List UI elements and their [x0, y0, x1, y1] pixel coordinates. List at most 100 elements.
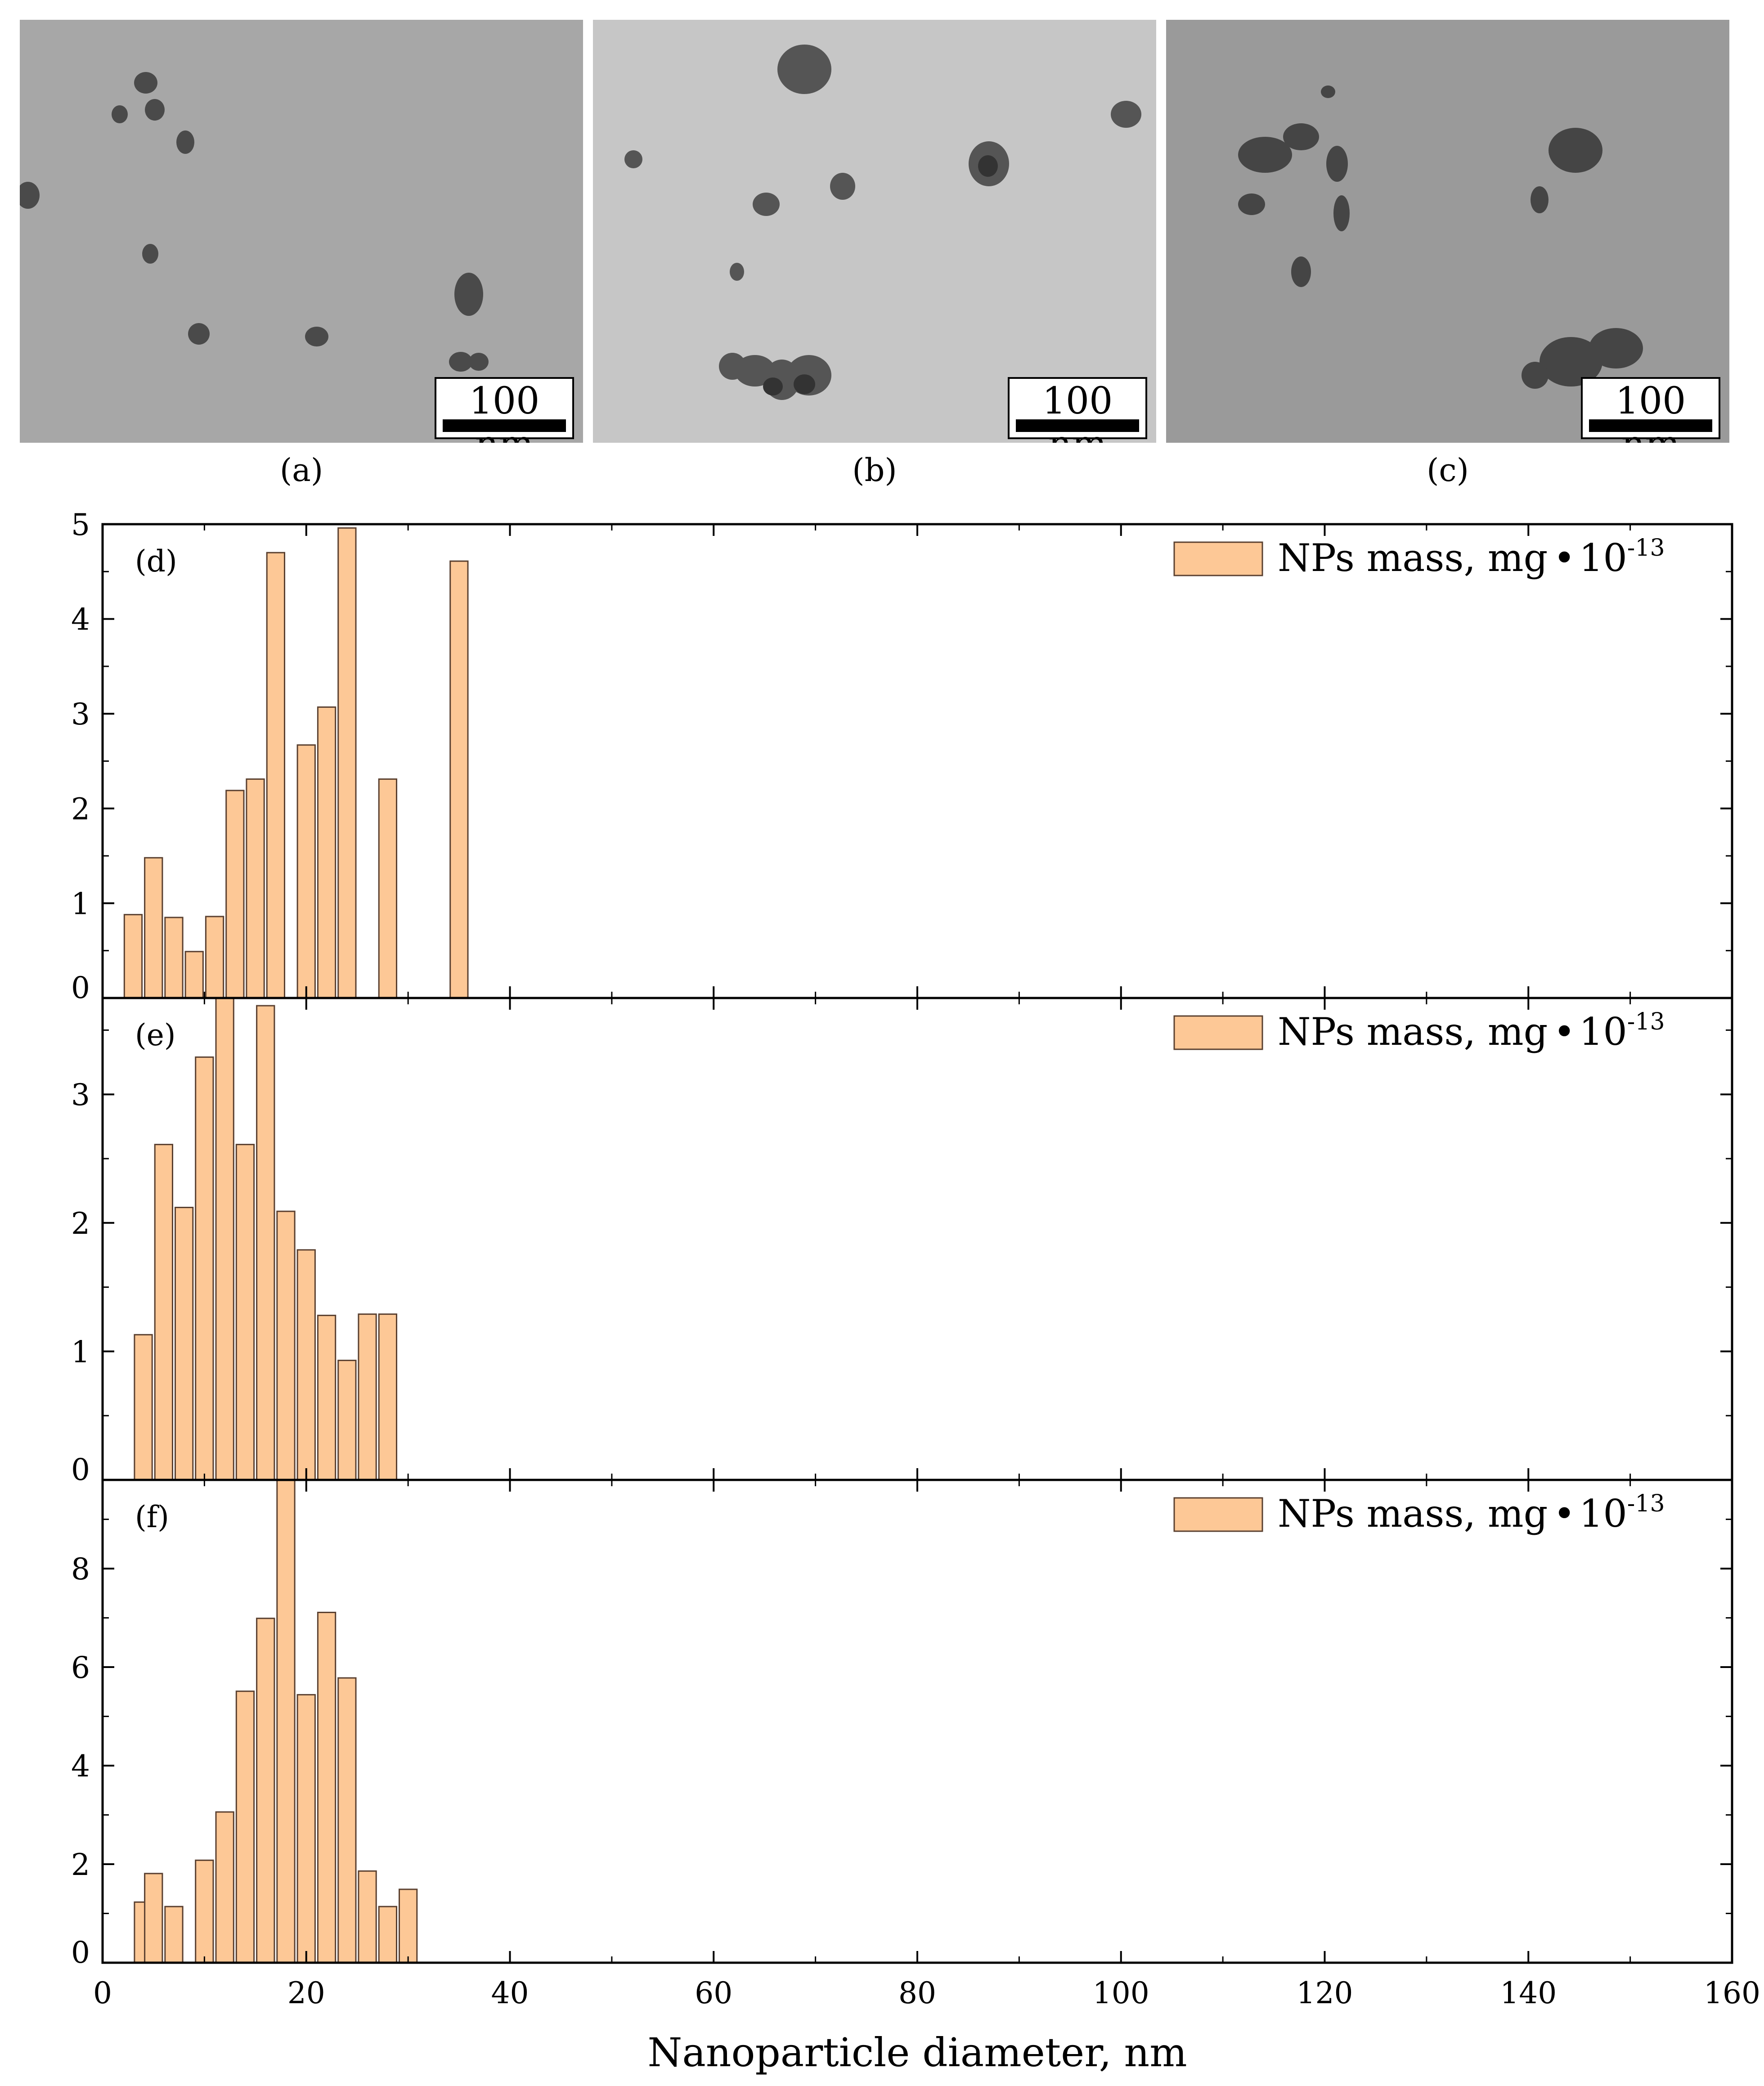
legend-exponent: 10 — [1579, 1010, 1627, 1054]
legend-text: NPs mass, mg — [1278, 1010, 1548, 1054]
bar — [378, 778, 398, 999]
legend-text: NPs mass, mg — [1278, 536, 1548, 580]
x-tick-label: 20 — [287, 1976, 325, 2010]
legend-dot: • — [1553, 1010, 1575, 1054]
legend-dot: • — [1553, 536, 1575, 580]
tem-image-a: 100 nm — [20, 20, 583, 443]
bar — [296, 744, 316, 999]
legend-swatch — [1173, 1497, 1263, 1532]
bar — [235, 1144, 255, 1481]
tem-micrograph-b — [593, 20, 1156, 443]
x-axis-label: Nanoparticle diameter, nm — [647, 2029, 1187, 2076]
x-tick-label: 0 — [93, 1976, 112, 2010]
bar — [175, 1207, 194, 1481]
scale-bar-c: 100 nm — [1581, 377, 1720, 443]
panel-label: (e) — [135, 1018, 176, 1052]
bar — [235, 1690, 255, 1964]
bar — [215, 1811, 234, 1964]
bar — [164, 917, 184, 999]
y-tick-label: 6 — [71, 1650, 90, 1685]
y-tick-label: 4 — [71, 602, 90, 637]
bar — [225, 790, 245, 999]
y-tick-label: 1 — [71, 886, 90, 921]
scale-label-b: 100 nm — [1042, 380, 1113, 443]
y-tick-label: 0 — [71, 971, 90, 1005]
y-tick-label: 8 — [71, 1552, 90, 1587]
scale-bar-line-c — [1589, 419, 1712, 432]
y-tick-label: 2 — [71, 792, 90, 827]
y-tick-label: 5 — [71, 508, 90, 542]
tem-image-b: 100 nm — [593, 20, 1156, 443]
bar — [134, 1334, 153, 1481]
histogram-panel-1: 0 1 2 3 4 5 (d) NPs mass, mg •10-13 — [71, 508, 1733, 1005]
y-tick-label: 1 — [71, 1335, 90, 1369]
bar — [144, 857, 163, 999]
y-tick-label: 0 — [71, 1935, 90, 1970]
caption-c: (c) — [1427, 452, 1469, 489]
bar — [195, 1859, 214, 1964]
legend-superscript: -13 — [1627, 1008, 1665, 1035]
histogram-panel-3: 0 2 4 6 8 (f) NPs mass, mg •10-13 — [71, 1479, 1733, 1970]
tem-image-c: 100 nm — [1166, 20, 1729, 443]
bar — [256, 1005, 275, 1481]
bar — [195, 1056, 214, 1481]
bar — [317, 1612, 337, 1964]
scale-bar-b: 100 nm — [1008, 377, 1147, 443]
bar — [358, 1870, 377, 1964]
bar — [337, 527, 357, 999]
panel-label: (f) — [135, 1500, 169, 1534]
tem-micrograph-a — [20, 20, 583, 443]
bar — [399, 1888, 418, 1964]
legend-superscript: -13 — [1627, 535, 1665, 562]
legend-label: NPs mass, mg •10-13 — [1278, 1008, 1665, 1054]
x-tick-label: 160 — [1704, 1976, 1760, 2010]
bar — [276, 1479, 296, 1964]
caption-a: (a) — [279, 452, 323, 489]
bar — [154, 1144, 174, 1481]
scale-label-c: 100 nm — [1615, 380, 1686, 443]
scale-bar-a: 100 nm — [435, 377, 574, 443]
bar — [358, 1313, 377, 1481]
legend-exponent: 10 — [1579, 536, 1627, 580]
legend-label: NPs mass, mg •10-13 — [1278, 1490, 1665, 1536]
legend-superscript: -13 — [1627, 1490, 1665, 1517]
bar — [296, 1249, 316, 1481]
scale-bar-line-b — [1016, 419, 1139, 432]
legend-exponent: 10 — [1579, 1492, 1627, 1536]
plot-frame — [101, 1479, 1733, 1964]
bar — [378, 1313, 398, 1481]
y-tick-label: 4 — [71, 1749, 90, 1784]
y-tick-label: 3 — [71, 1078, 90, 1112]
y-tick-label: 0 — [71, 1452, 90, 1487]
bar — [205, 916, 224, 999]
legend-label: NPs mass, mg •10-13 — [1278, 535, 1665, 580]
bar — [449, 560, 469, 999]
x-tick-label: 80 — [898, 1976, 936, 2010]
bar — [317, 706, 337, 999]
x-tick-label: 120 — [1297, 1976, 1353, 2010]
tem-micrograph-c — [1166, 20, 1729, 443]
bar — [276, 1210, 296, 1481]
x-tick-label: 40 — [491, 1976, 529, 2010]
y-tick-label: 2 — [71, 1848, 90, 1882]
bar — [337, 1677, 357, 1964]
x-tick-label: 60 — [695, 1976, 732, 2010]
bar — [123, 914, 143, 999]
bar — [378, 1906, 398, 1964]
legend-swatch — [1173, 541, 1263, 576]
scale-bar-line-a — [443, 419, 566, 432]
bar — [164, 1906, 184, 1964]
legend-dot: • — [1553, 1492, 1575, 1536]
panel-label: (d) — [135, 544, 177, 579]
bar — [256, 1618, 275, 1964]
caption-b: (b) — [852, 452, 897, 489]
legend-swatch — [1173, 1015, 1263, 1050]
x-tick-label: 140 — [1500, 1976, 1557, 2010]
bar — [296, 1694, 316, 1964]
bar — [144, 1873, 163, 1964]
x-tick-label: 100 — [1093, 1976, 1149, 2010]
y-tick-label: 2 — [71, 1206, 90, 1241]
histogram-panel-2: 0 1 2 3 (e) NPs mass, mg •10-13 — [71, 997, 1733, 1487]
bar — [317, 1314, 337, 1481]
